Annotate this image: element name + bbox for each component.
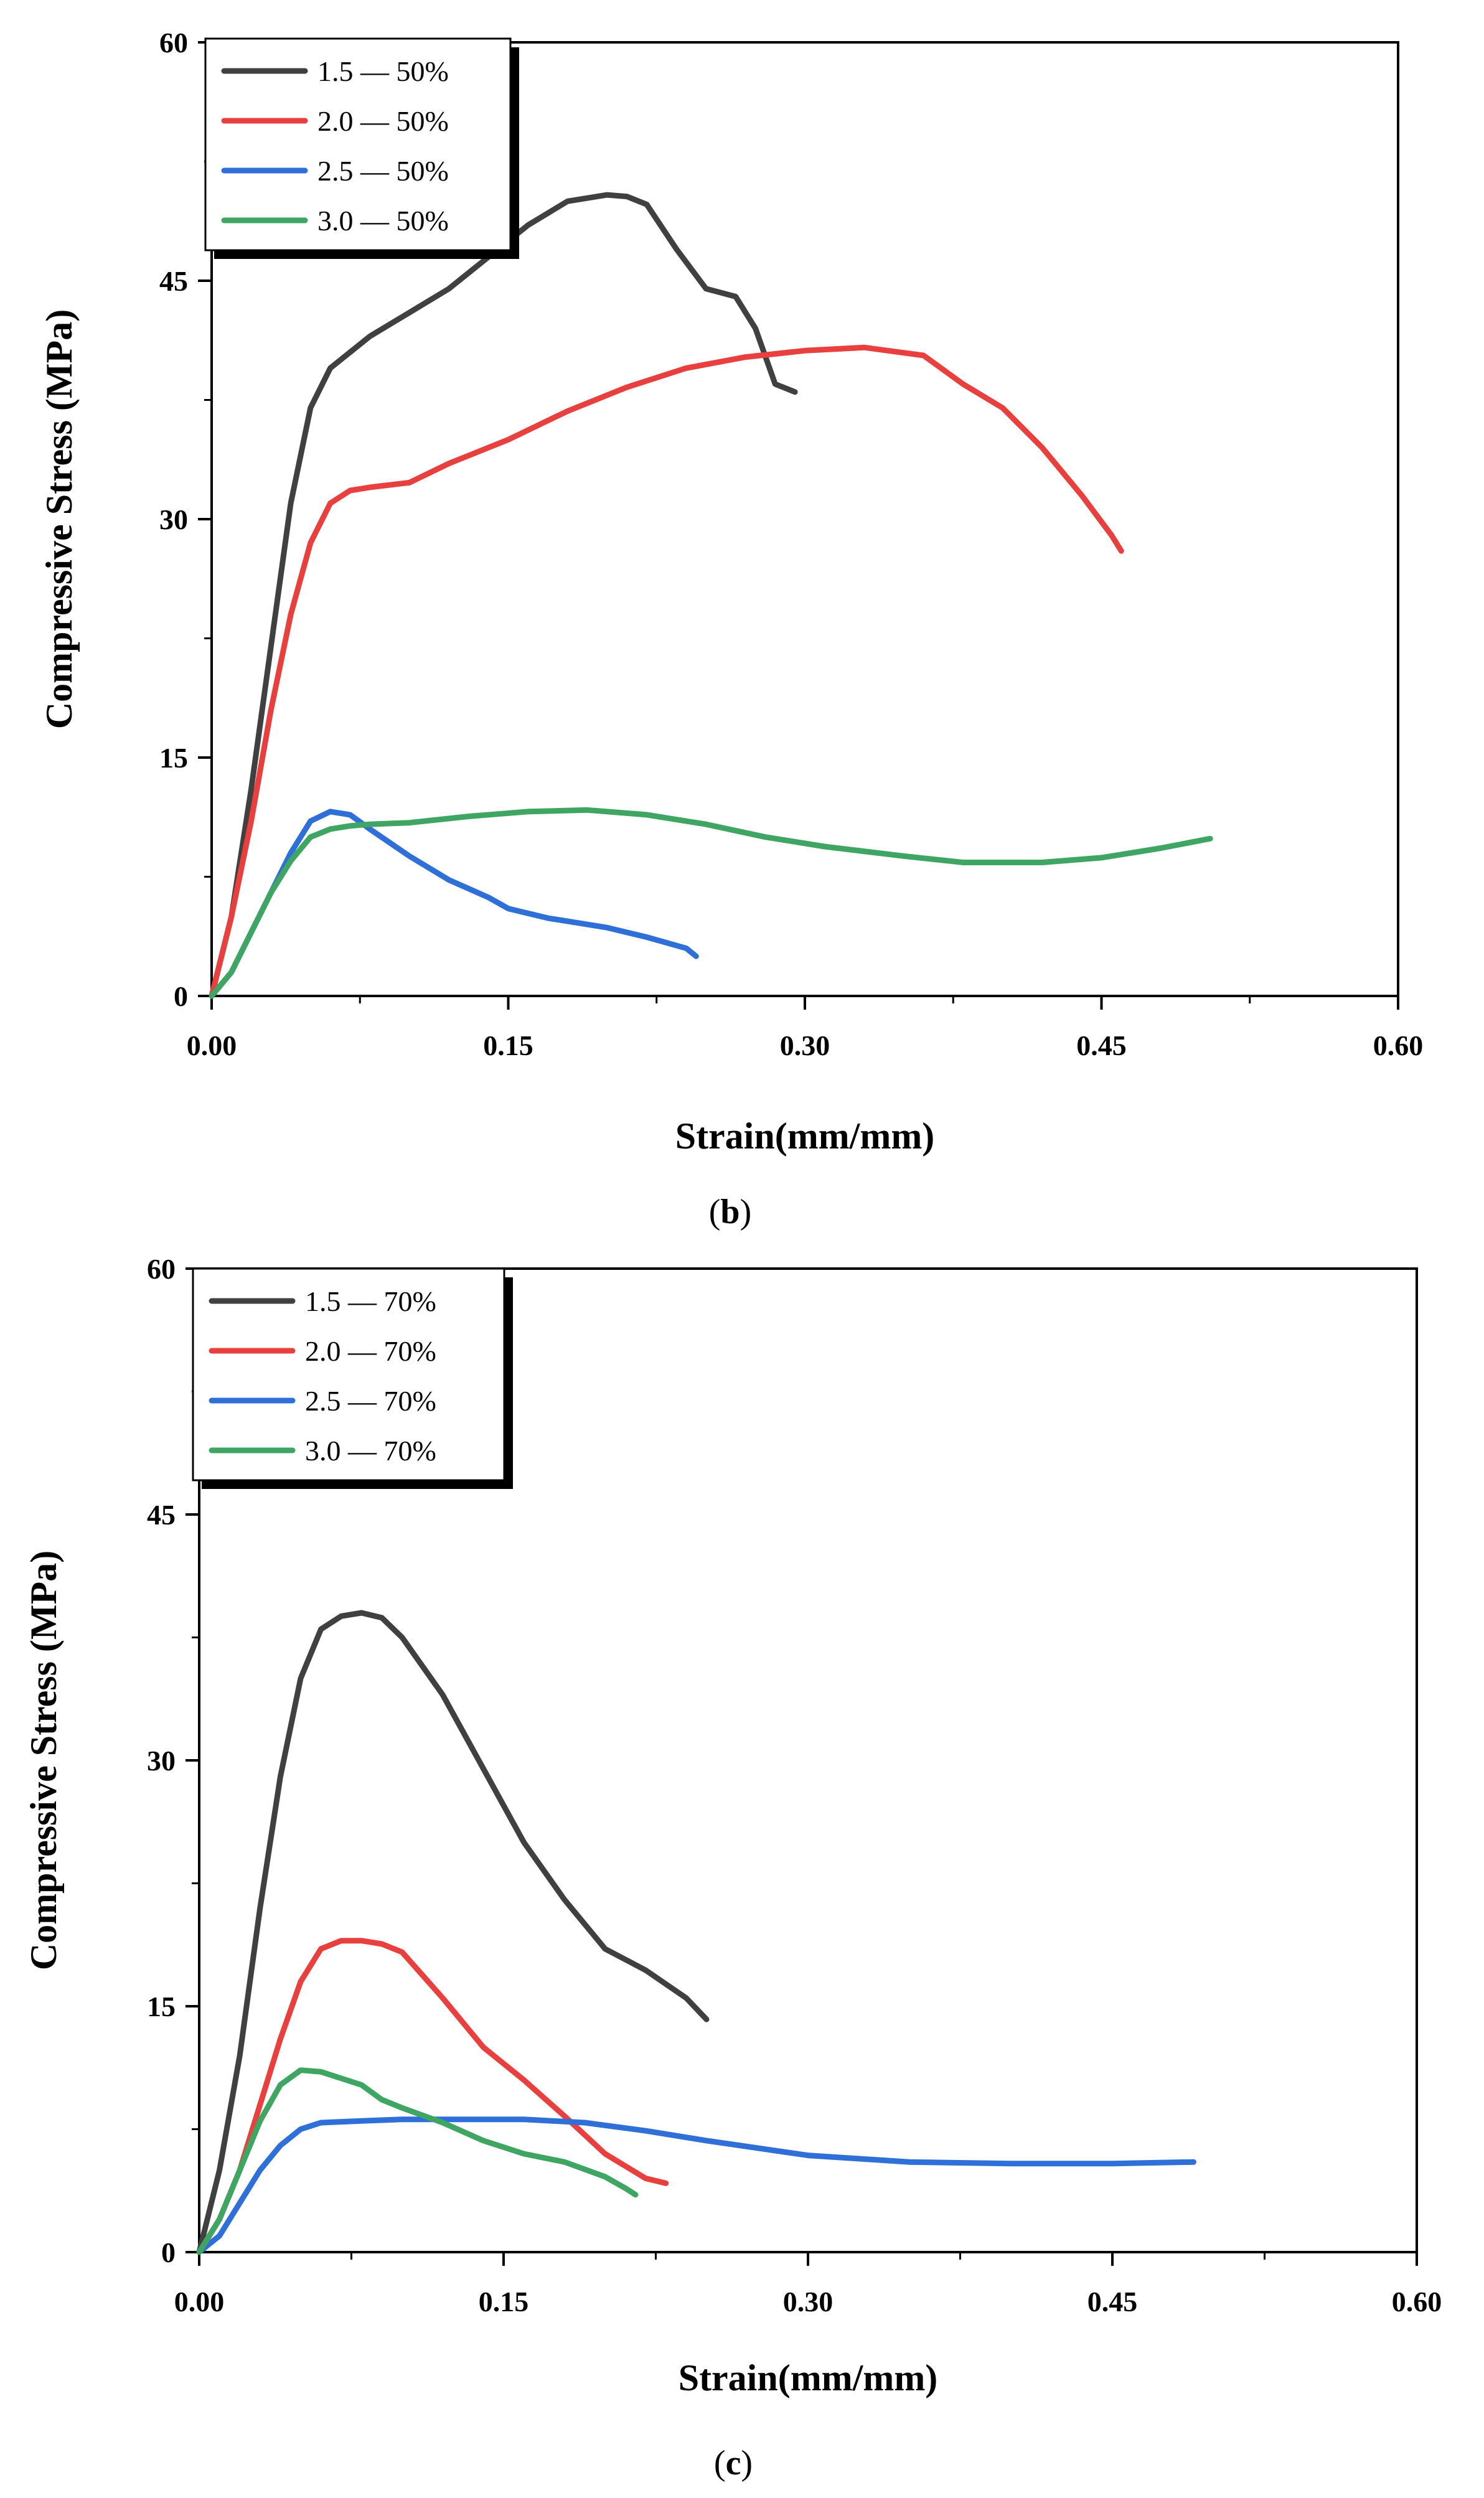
- x-tick-label: 0.45: [1087, 2286, 1138, 2317]
- series-line-4: [209, 807, 1213, 999]
- panel-label: (c): [714, 2444, 753, 2482]
- legend-label-3: 2.5 — 50%: [317, 155, 449, 187]
- x-tick-label: 0.15: [483, 1030, 533, 1061]
- y-axis-title: Compressive Stress (MPa): [23, 1551, 64, 1970]
- panel-label-close: ): [741, 2444, 753, 2482]
- series-line-1: [209, 192, 798, 999]
- series-line-1: [196, 1610, 710, 2255]
- series-line-3: [196, 2116, 1196, 2255]
- x-tick-label: 0.15: [479, 2286, 529, 2317]
- legend-box: [192, 1267, 505, 1481]
- legend: 1.5 — 50% 2.0 — 50% 2.5 — 50% 3.0 — 50%: [204, 37, 519, 259]
- x-tick-label: 0.30: [783, 2286, 834, 2317]
- legend-label-3: 2.5 — 70%: [305, 1385, 436, 1417]
- x-axis-title: Strain(mm/mm): [675, 1115, 935, 1157]
- y-tick-label: 0: [161, 2237, 176, 2268]
- legend: 1.5 — 70% 2.0 — 70% 2.5 — 70% 3.0 — 70%: [192, 1267, 513, 1489]
- x-tick-label: 0.60: [1373, 1030, 1424, 1061]
- legend-box: [204, 37, 512, 251]
- y-tick-label: 15: [159, 742, 188, 774]
- legend-label-4: 3.0 — 50%: [317, 205, 449, 237]
- y-axis-title: Compressive Stress (MPa): [39, 309, 80, 729]
- panel-label-close: ): [740, 1193, 752, 1231]
- x-tick-label: 0.00: [187, 1030, 237, 1061]
- legend-label-2: 2.0 — 50%: [317, 105, 449, 137]
- y-tick-label: 0: [174, 980, 188, 1012]
- y-tick-label: 60: [147, 1253, 176, 1285]
- x-tick-label: 0.45: [1076, 1030, 1127, 1061]
- series-line-2: [209, 344, 1124, 999]
- x-tick-label: 0.00: [174, 2286, 225, 2317]
- series-line-3: [209, 809, 699, 999]
- panel-label-open: (: [714, 2444, 726, 2482]
- series-line-2: [196, 1938, 669, 2255]
- y-tick-label: 30: [159, 504, 188, 535]
- legend-label-1: 1.5 — 50%: [317, 55, 449, 87]
- x-tick-label: 0.60: [1392, 2286, 1442, 2317]
- y-tick-label: 60: [159, 27, 188, 59]
- legend-label-1: 1.5 — 70%: [305, 1285, 436, 1317]
- y-tick-label: 45: [159, 265, 188, 297]
- x-axis-title: Strain(mm/mm): [679, 2357, 938, 2398]
- y-tick-label: 45: [147, 1499, 176, 1531]
- x-tick-label: 0.30: [780, 1030, 830, 1061]
- legend-label-2: 2.0 — 70%: [305, 1335, 436, 1367]
- chart-panel-c: 0.00 0.15 0.30 0.45 0.60 0 15 30 45 60 Strain(mm/m…: [23, 1253, 1442, 2482]
- legend-label-4: 3.0 — 70%: [305, 1435, 436, 1467]
- chart-panel-b: 0.00 0.15 0.30 0.45 0.60 0 15 30 45 60 Strain(mm/m…: [39, 27, 1423, 1231]
- series-line-4: [196, 2067, 639, 2255]
- panel-label-letter: b: [720, 1193, 740, 1231]
- panel-label-letter: c: [726, 2444, 741, 2482]
- panel-label: (b): [709, 1193, 751, 1231]
- panel-label-open: (: [709, 1193, 721, 1231]
- y-tick-label: 15: [147, 1991, 176, 2022]
- y-tick-label: 30: [147, 1745, 176, 1777]
